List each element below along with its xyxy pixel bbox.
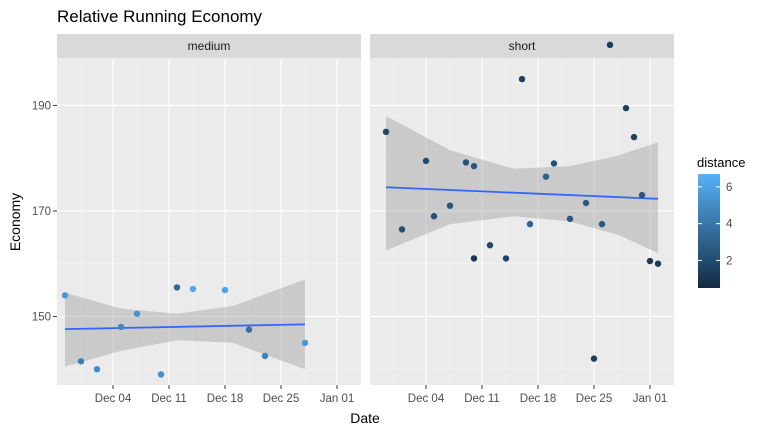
y-tick-label: 170 [32, 206, 51, 218]
data-point [486, 242, 494, 249]
data-point [173, 284, 181, 291]
data-point [550, 160, 558, 167]
y-axis-title: Economy [7, 193, 23, 251]
data-point [93, 365, 101, 373]
facet-panel-medium: medium Dec 04 Dec 11 Dec 18 Dec 25 Jan 01 [57, 34, 361, 405]
data-point [398, 226, 406, 233]
data-point [77, 358, 85, 365]
trend-line [64, 323, 306, 330]
x-tick-label: Jan 01 [633, 393, 668, 405]
data-point [261, 352, 269, 360]
data-point [189, 285, 197, 293]
x-axis-title: Date [350, 410, 380, 426]
data-point [446, 202, 454, 209]
legend-tick-label: 2 [726, 255, 732, 267]
data-point [430, 213, 438, 220]
legend-colorbar [698, 174, 720, 288]
data-point [518, 75, 526, 83]
data-point [470, 162, 478, 170]
data-point [221, 286, 229, 294]
distance-legend: distance 2 4 6 [697, 155, 745, 288]
x-tick-label: Dec 18 [520, 393, 556, 405]
data-point [590, 355, 598, 362]
facet-strip-label: medium [188, 39, 231, 53]
legend-tick-label: 6 [726, 182, 732, 194]
x-tick-label: Dec 18 [207, 393, 243, 405]
data-point [526, 220, 534, 228]
data-point [422, 157, 430, 165]
x-tick-label: Dec 11 [151, 393, 187, 405]
y-tick-label: 190 [32, 100, 51, 112]
legend-tick-label: 4 [726, 219, 733, 231]
data-point [157, 371, 165, 378]
facet-strip [370, 34, 674, 58]
data-point [382, 128, 390, 136]
data-point [622, 104, 630, 112]
trend-line [385, 186, 659, 200]
data-point [117, 323, 125, 331]
x-tick-label: Dec 25 [576, 393, 612, 405]
data-point [542, 173, 550, 180]
panel-background [57, 58, 361, 385]
chart-title: Relative Running Economy [57, 7, 263, 26]
legend-title: distance [697, 155, 745, 170]
data-point [638, 191, 646, 199]
data-point [598, 220, 606, 228]
x-tick-label: Dec 25 [263, 393, 299, 405]
y-axis: 150 170 190 [32, 100, 57, 323]
data-point [654, 260, 662, 267]
data-point [245, 326, 253, 333]
data-point [470, 255, 478, 262]
x-tick-label: Jan 01 [320, 393, 355, 405]
facet-panel-short: short Dec 04 Dec 11 Dec 18 Dec 25 Jan 01 [370, 34, 674, 405]
y-tick-label: 150 [32, 311, 51, 323]
data-point [566, 215, 574, 223]
panel-background [370, 58, 674, 385]
data-point [630, 133, 638, 141]
data-point [646, 257, 654, 265]
data-point [502, 255, 510, 262]
data-point [582, 199, 590, 207]
data-point [301, 339, 309, 347]
x-tick-label: Dec 04 [408, 393, 445, 405]
x-tick-label: Dec 04 [95, 393, 132, 405]
facet-strip-label: short [509, 39, 536, 53]
data-point [133, 310, 141, 317]
data-point [61, 292, 69, 299]
data-point [606, 41, 614, 49]
data-point [462, 159, 470, 166]
x-tick-label: Dec 11 [464, 393, 500, 405]
facet-strip [57, 34, 361, 58]
confidence-band [386, 116, 658, 254]
confidence-band [65, 279, 305, 370]
